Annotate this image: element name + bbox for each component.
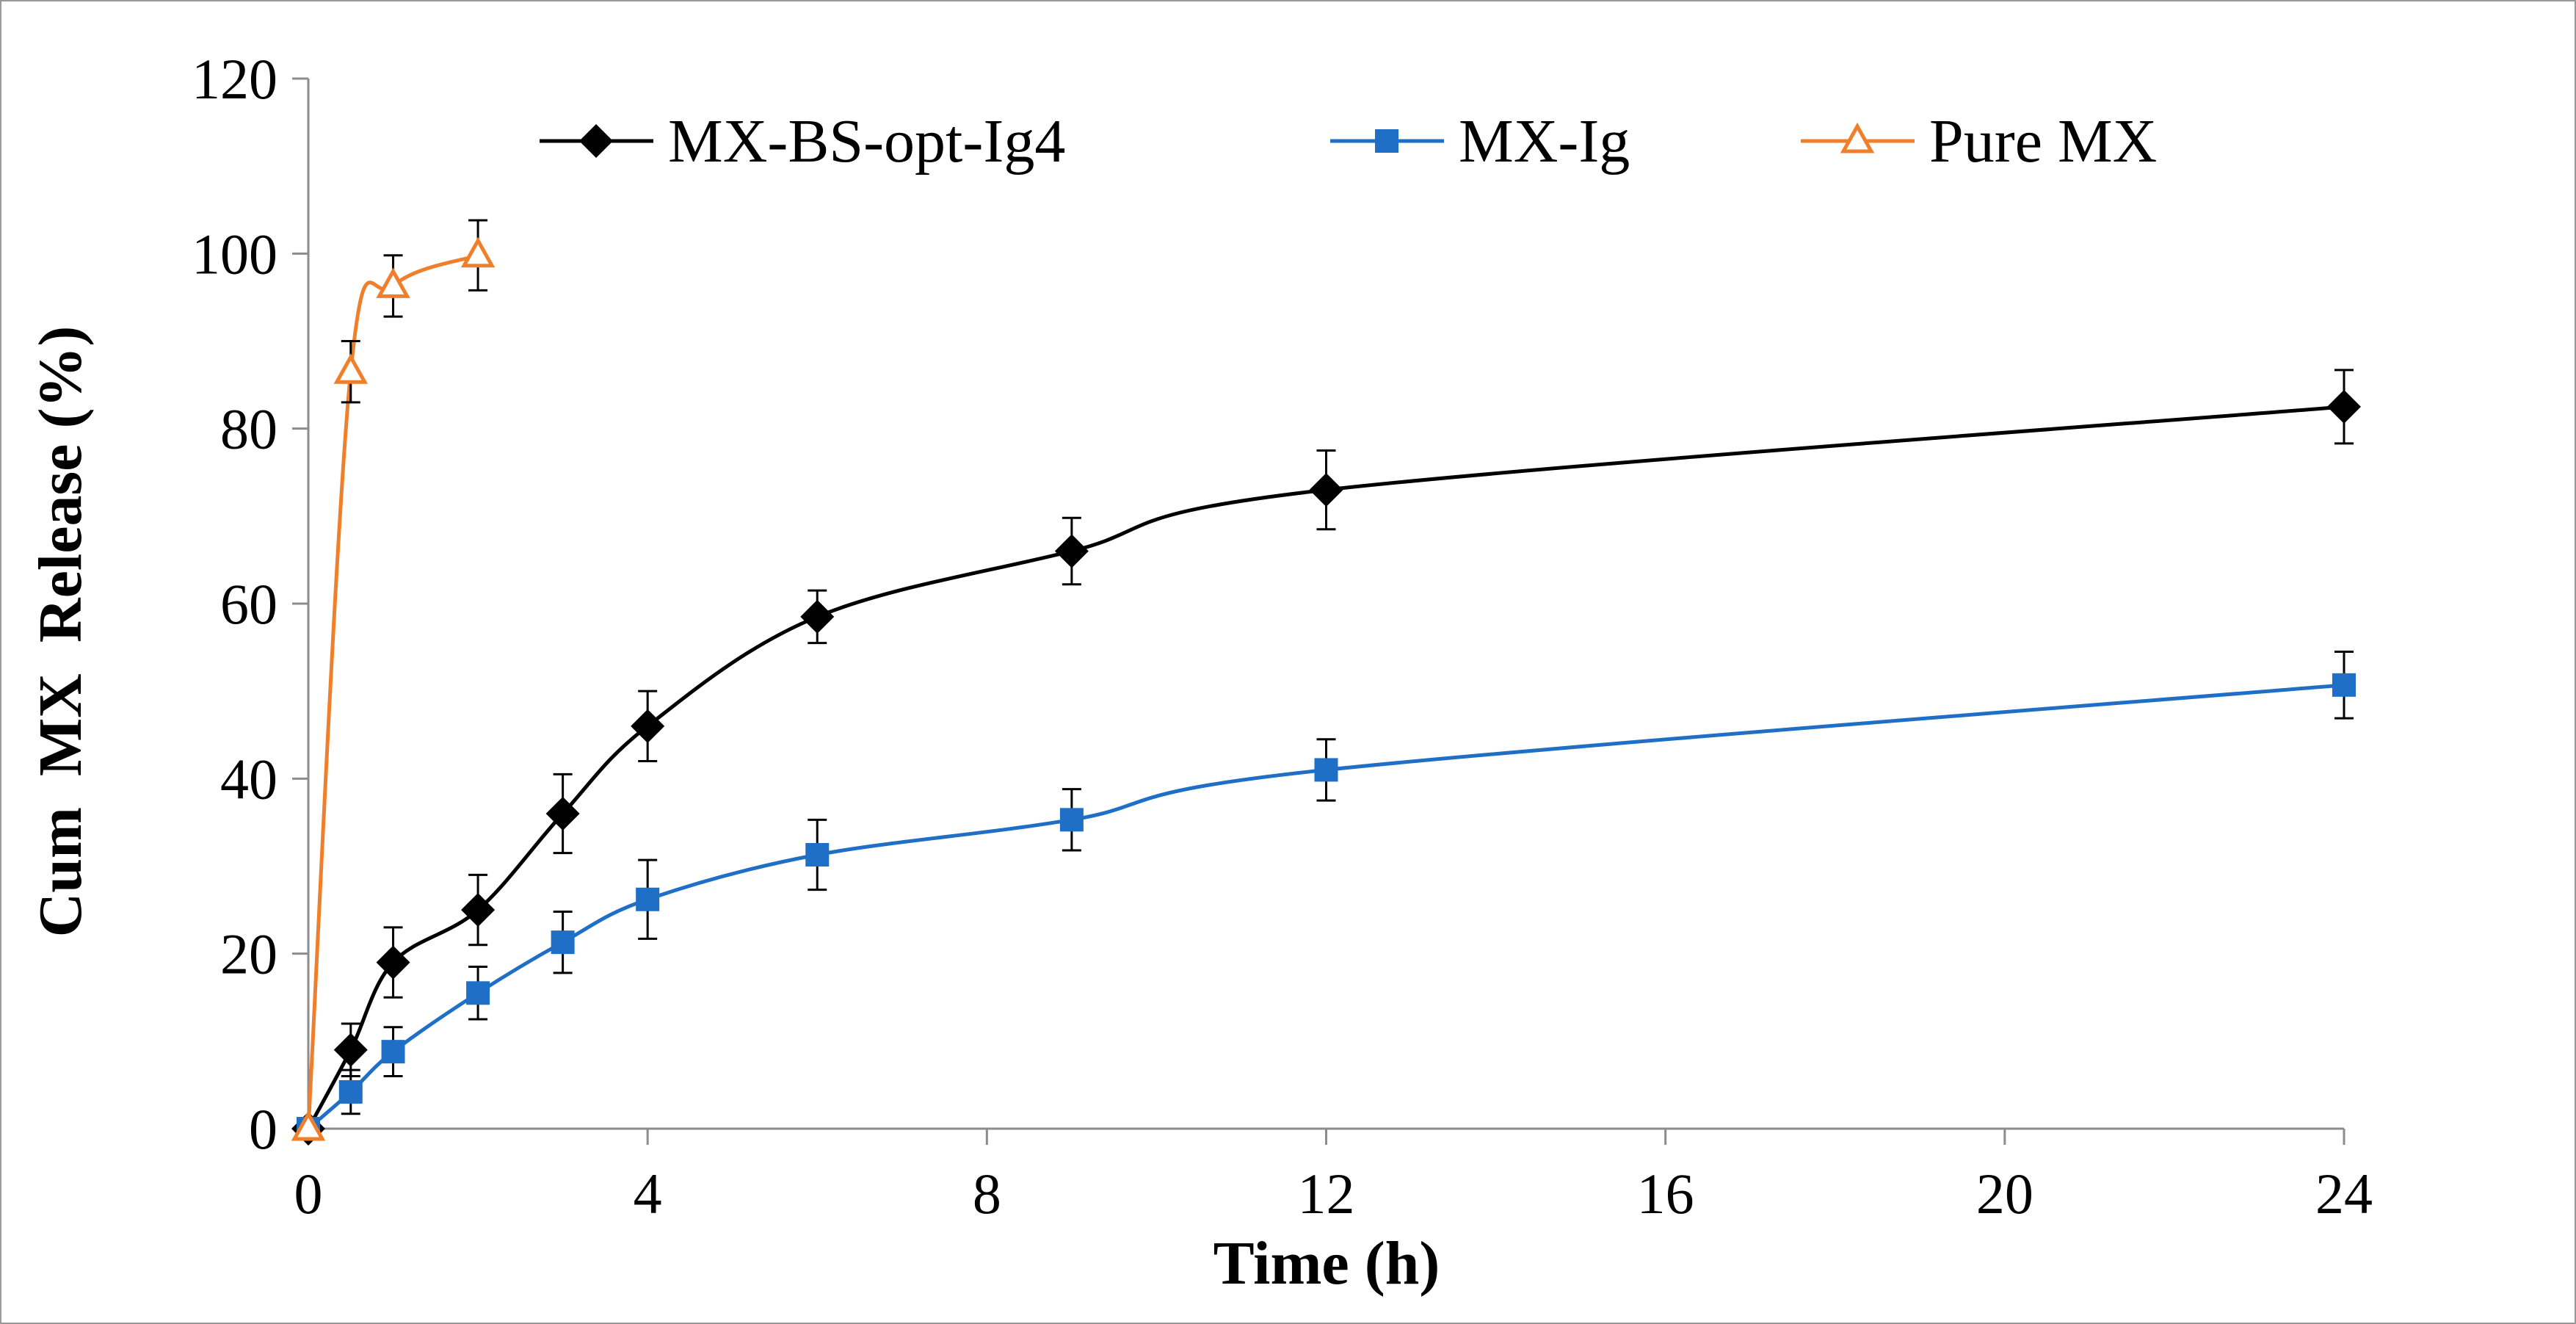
data-point	[2332, 673, 2356, 697]
data-point	[376, 267, 410, 298]
series-pure-mx	[291, 219, 496, 1141]
data-point	[805, 843, 830, 867]
data-point	[466, 981, 490, 1005]
data-point	[381, 1040, 405, 1064]
data-point	[291, 1110, 326, 1141]
x-tick-label: 8	[973, 1162, 1001, 1226]
legend-marker	[579, 124, 613, 158]
y-axis-label: Cum MX Release (%)	[26, 326, 95, 938]
data-point	[333, 353, 369, 384]
data-point	[376, 945, 410, 980]
legend-label: Pure MX	[1929, 107, 2157, 176]
legend-item-mx-ig: MX-Ig	[1330, 107, 1630, 176]
y-tick-label: 40	[220, 747, 277, 811]
x-tick-label: 0	[294, 1162, 323, 1226]
data-point	[461, 893, 496, 927]
x-axis-label: Time (h)	[1213, 1229, 1440, 1298]
y-tick-label: 20	[220, 922, 277, 986]
legend-label: MX-BS-opt-Ig4	[668, 107, 1065, 176]
data-point	[545, 797, 580, 831]
data-point	[333, 1032, 368, 1067]
y-tick-label: 0	[249, 1097, 277, 1161]
x-tick-label: 24	[2315, 1162, 2373, 1226]
data-point	[1314, 758, 1338, 782]
x-tick-label: 20	[1976, 1162, 2033, 1226]
data-point	[636, 887, 660, 911]
legend-marker	[1375, 129, 1398, 153]
data-point	[1309, 473, 1343, 507]
x-tick-label: 16	[1637, 1162, 1694, 1226]
x-tick-label: 4	[634, 1162, 662, 1226]
series-mx-bs-opt-ig4	[291, 369, 2361, 1146]
legend-item-mx-bs-opt-ig4: MX-BS-opt-Ig4	[540, 107, 1065, 176]
data-point	[338, 1079, 363, 1104]
legend-label: MX-Ig	[1459, 107, 1630, 176]
legend-marker	[1840, 122, 1875, 153]
y-tick-label: 100	[192, 222, 277, 286]
data-point	[800, 599, 835, 634]
x-tick-label: 12	[1298, 1162, 1355, 1226]
y-tick-label: 80	[220, 397, 277, 461]
data-point	[1054, 534, 1089, 568]
y-tick-label: 120	[192, 47, 277, 111]
data-point	[460, 236, 496, 268]
series-mx-ig	[297, 651, 2356, 1140]
data-point	[551, 930, 575, 955]
data-point	[2327, 389, 2361, 424]
data-point	[631, 709, 665, 743]
data-point	[1059, 808, 1084, 832]
y-tick-label: 60	[220, 572, 277, 636]
legend-item-pure-mx: Pure MX	[1801, 107, 2157, 176]
